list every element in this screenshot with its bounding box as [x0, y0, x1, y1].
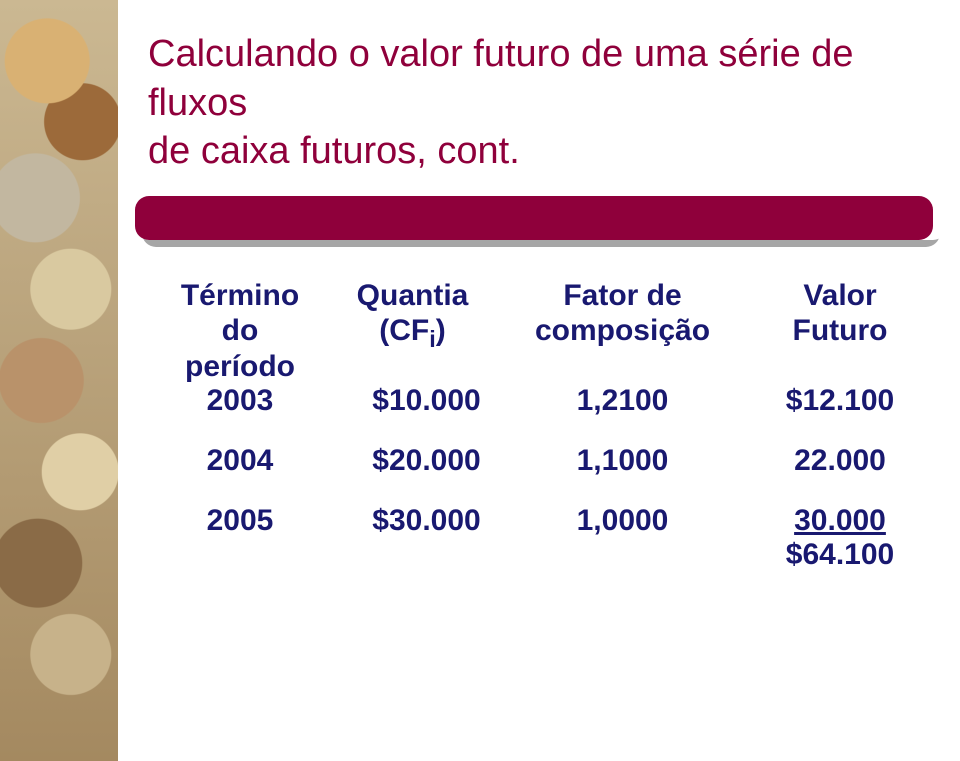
hdr-amt-l1: Quantia: [357, 279, 469, 312]
cell-term: 2003: [155, 384, 325, 418]
cell-fv: 30.000: [745, 504, 935, 538]
cell-amount: $30.000: [325, 504, 500, 538]
hdr-fac-l1: Fator de: [563, 279, 681, 312]
hdr-term-l3: período: [185, 350, 295, 383]
col-header-factor: Fator de composição: [500, 278, 745, 384]
hdr-amt-l2: (CFi): [379, 314, 445, 347]
col-header-amount: Quantia (CFi): [325, 278, 500, 384]
title-line-1: Calculando o valor futuro de uma série d…: [148, 33, 854, 124]
cell-fv-underlined: 30.000: [794, 504, 886, 537]
decorative-bar: [135, 196, 947, 254]
table-row: 2005 $30.000 1,0000 30.000: [155, 504, 935, 538]
cell-term: 2004: [155, 444, 325, 478]
cell-fv: $12.100: [745, 384, 935, 418]
cell-factor: 1,2100: [500, 384, 745, 418]
col-header-fv: Valor Futuro: [745, 278, 935, 384]
cell-amount: $20.000: [325, 444, 500, 478]
cell-amount: $10.000: [325, 384, 500, 418]
table-region: Término do período Quantia (CFi) Fator d…: [155, 278, 935, 572]
row-spacer: [155, 418, 935, 444]
hdr-term-l1: Término: [181, 279, 299, 312]
coin-background-strip: [0, 0, 118, 761]
slide: Calculando o valor futuro de uma série d…: [0, 0, 960, 761]
table-header-row: Término do período Quantia (CFi) Fator d…: [155, 278, 935, 384]
hdr-term-l2: do: [222, 314, 259, 347]
future-value-table: Término do período Quantia (CFi) Fator d…: [155, 278, 935, 572]
table-total-row: $64.100: [155, 538, 935, 572]
cell-factor: 1,1000: [500, 444, 745, 478]
hdr-fac-l2: composição: [535, 314, 710, 347]
hdr-amt-prefix: (CF: [379, 314, 429, 347]
cell-term: 2005: [155, 504, 325, 538]
hdr-fv-l2: Futuro: [793, 314, 888, 347]
col-header-term: Término do período: [155, 278, 325, 384]
bar-fill: [135, 196, 933, 240]
cell-total: $64.100: [745, 538, 935, 572]
title-line-2: de caixa futuros, cont.: [148, 130, 520, 172]
row-spacer: [155, 478, 935, 504]
table-row: 2004 $20.000 1,1000 22.000: [155, 444, 935, 478]
table-row: 2003 $10.000 1,2100 $12.100: [155, 384, 935, 418]
cell-factor: 1,0000: [500, 504, 745, 538]
hdr-fv-l1: Valor: [803, 279, 876, 312]
hdr-amt-suffix: ): [436, 314, 446, 347]
cell-fv: 22.000: [745, 444, 935, 478]
slide-title: Calculando o valor futuro de uma série d…: [148, 30, 938, 176]
